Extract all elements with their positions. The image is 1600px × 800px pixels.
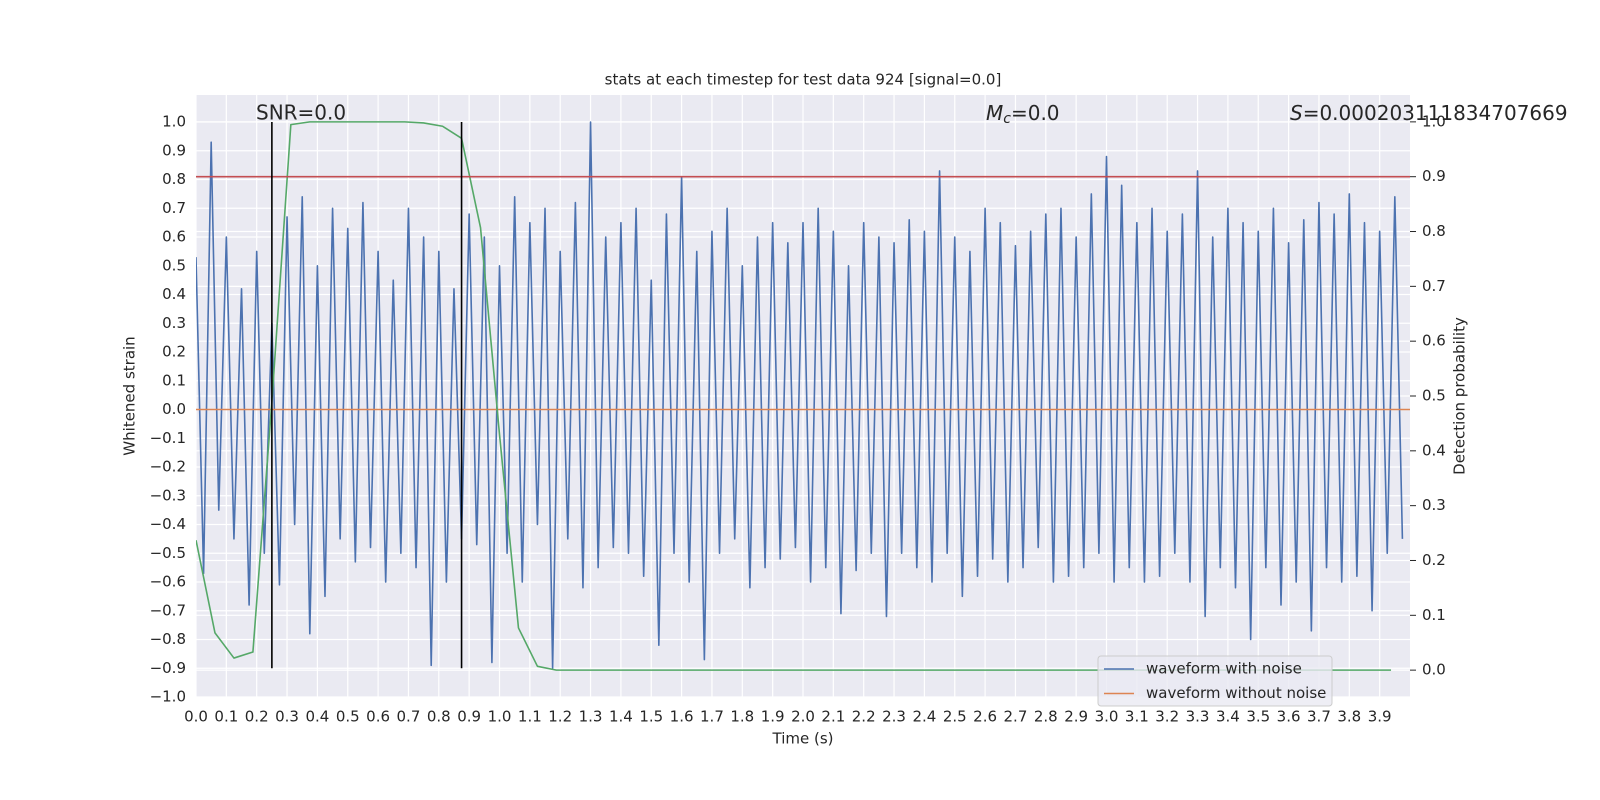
x-tick-label: 3.2 [1155, 708, 1179, 726]
x-tick-label: 0.7 [397, 708, 421, 726]
x-tick-label: 0.8 [427, 708, 451, 726]
y-tick-label: 0.8 [162, 170, 186, 188]
x-tick-label: 2.9 [1064, 708, 1088, 726]
x-tick-label: 1.2 [548, 708, 572, 726]
y-tick-label: 0.0 [162, 400, 186, 418]
x-tick-label: 0.1 [214, 708, 238, 726]
x-tick-label: 3.4 [1216, 708, 1240, 726]
x-tick-label: 0.3 [275, 708, 299, 726]
y2-tick-label: 0.3 [1422, 496, 1446, 514]
x-tick-label: 2.8 [1034, 708, 1058, 726]
s-value: =0.000203111834707669 [1303, 101, 1568, 125]
x-tick-label: 0.0 [184, 708, 208, 726]
x-tick-label: 1.9 [761, 708, 785, 726]
x-tick-label: 3.3 [1186, 708, 1210, 726]
x-tick-label: 2.7 [1004, 708, 1028, 726]
y-tick-label: −0.6 [150, 573, 186, 591]
y-tick-label: 0.7 [162, 199, 186, 217]
x-tick-label: 1.8 [730, 708, 754, 726]
y2-tick-label: 0.9 [1422, 167, 1446, 185]
legend-box [1097, 655, 1333, 707]
x-tick-label: 1.4 [609, 708, 633, 726]
x-tick-label: 3.7 [1307, 708, 1331, 726]
snr-annotation: SNR=0.0 [256, 101, 346, 125]
y2-tick-label: 0.1 [1422, 606, 1446, 624]
x-tick-label: 1.6 [670, 708, 694, 726]
y2-tick-label: 0.8 [1422, 222, 1446, 240]
y2-tick-label: 0.0 [1422, 661, 1446, 679]
chart-title: stats at each timestep for test data 924… [605, 71, 1002, 89]
x-tick-label: 3.5 [1246, 708, 1270, 726]
y-tick-label: 0.1 [162, 371, 186, 389]
legend-label: waveform without noise [1146, 684, 1326, 702]
x-tick-label: 2.3 [882, 708, 906, 726]
x-tick-label: 0.6 [366, 708, 390, 726]
y2-tick-label: 0.5 [1422, 387, 1446, 405]
mc-symbol: M [986, 101, 1003, 125]
x-tick-label: 3.8 [1337, 708, 1361, 726]
y2-tick-label: 0.4 [1422, 441, 1446, 459]
y-tick-label: 0.9 [162, 141, 186, 159]
legend-label: waveform with noise [1146, 660, 1302, 678]
y-tick-label: −0.5 [150, 544, 186, 562]
x-tick-label: 1.7 [700, 708, 724, 726]
y2-tick-label: 1.0 [1422, 112, 1446, 130]
y-tick-label: −0.3 [150, 486, 186, 504]
mc-value: =0.0 [1011, 101, 1060, 125]
s-symbol: S [1290, 101, 1303, 125]
x-tick-label: 2.2 [852, 708, 876, 726]
y-tick-label: −0.4 [150, 515, 186, 533]
x-tick-label: 1.3 [579, 708, 603, 726]
x-tick-label: 0.9 [457, 708, 481, 726]
y-tick-label: 0.4 [162, 285, 186, 303]
y2-tick-label: 0.6 [1422, 332, 1446, 350]
y-tick-label: −0.9 [150, 659, 186, 677]
y2-tick-label: 0.2 [1422, 551, 1446, 569]
x-tick-label: 0.5 [336, 708, 360, 726]
y-tick-label: 0.5 [162, 256, 186, 274]
y-tick-label: 0.2 [162, 343, 186, 361]
x-tick-label: 3.6 [1277, 708, 1301, 726]
y-tick-label: 0.3 [162, 314, 186, 332]
x-tick-label: 2.0 [791, 708, 815, 726]
mc-annotation: Mc=0.0 [986, 101, 1060, 128]
y2-tick-label: 0.7 [1422, 277, 1446, 295]
x-tick-label: 1.0 [488, 708, 512, 726]
y2-axis-label: Detection probability [1451, 317, 1469, 475]
x-tick-label: 2.4 [912, 708, 936, 726]
y-axis-label: Whitened strain [121, 336, 139, 455]
x-axis-label: Time (s) [772, 730, 834, 748]
y-tick-label: 1.0 [162, 113, 186, 131]
x-tick-label: 1.1 [518, 708, 542, 726]
x-tick-label: 2.6 [973, 708, 997, 726]
y-tick-label: −1.0 [150, 688, 186, 706]
mc-subscript: c [1003, 111, 1011, 127]
x-tick-label: 3.0 [1095, 708, 1119, 726]
x-tick-label: 2.5 [943, 708, 967, 726]
x-tick-label: 2.1 [821, 708, 845, 726]
y-tick-label: −0.1 [150, 429, 186, 447]
x-tick-label: 0.2 [245, 708, 269, 726]
x-tick-label: 1.5 [639, 708, 663, 726]
series-line [196, 121, 1404, 670]
x-tick-label: 3.9 [1368, 708, 1392, 726]
y-tick-label: −0.2 [150, 458, 186, 476]
y-tick-label: −0.8 [150, 630, 186, 648]
y-tick-label: 0.6 [162, 228, 186, 246]
y-tick-label: −0.7 [150, 601, 186, 619]
x-tick-label: 3.1 [1125, 708, 1149, 726]
x-tick-label: 0.4 [305, 708, 329, 726]
s-annotation: S=0.000203111834707669 [1290, 101, 1568, 125]
